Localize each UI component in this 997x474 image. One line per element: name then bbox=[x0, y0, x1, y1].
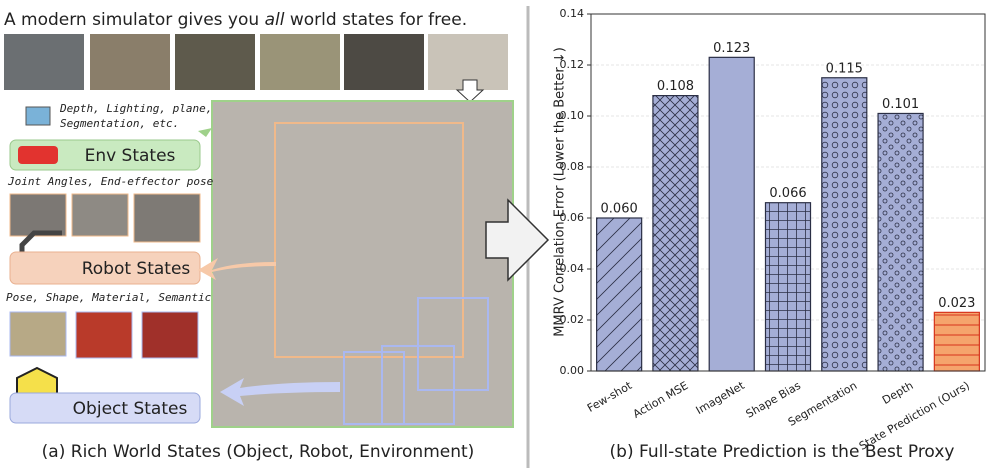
panel-title: A modern simulator gives you all world s… bbox=[4, 10, 467, 30]
bar-hatch bbox=[596, 218, 642, 371]
object-arrow bbox=[220, 378, 340, 406]
y-tick-label: 0.04 bbox=[560, 262, 585, 275]
x-tick-label: Few-shot bbox=[585, 379, 635, 415]
object-box bbox=[381, 345, 455, 425]
y-tick-label: 0.06 bbox=[560, 211, 585, 224]
y-tick-label: 0.08 bbox=[560, 160, 585, 173]
y-tick-label: 0.12 bbox=[560, 58, 585, 71]
y-tick-label: 0.02 bbox=[560, 313, 585, 326]
object-crop bbox=[141, 311, 199, 359]
object-crop bbox=[9, 311, 67, 357]
sofa-icon bbox=[18, 146, 58, 164]
y-tick-label: 0.14 bbox=[560, 7, 585, 20]
object-box bbox=[343, 351, 405, 425]
env-arrow bbox=[198, 128, 212, 137]
y-tick-label: 0.10 bbox=[560, 109, 585, 122]
bar bbox=[708, 56, 755, 372]
x-tick-label: ImageNet bbox=[694, 379, 748, 417]
value-label: 0.066 bbox=[769, 186, 806, 201]
robot-label: Robot States bbox=[82, 259, 191, 279]
value-label: 0.101 bbox=[882, 97, 919, 112]
object-states-box bbox=[9, 392, 201, 424]
down-arrow bbox=[455, 79, 485, 103]
object-label: Object States bbox=[73, 399, 188, 419]
plot-frame bbox=[590, 13, 986, 372]
y-tick-label: 0.00 bbox=[560, 364, 585, 377]
robot-note: Joint Angles, End-effector pose bbox=[7, 175, 214, 188]
big-arrow bbox=[485, 198, 550, 282]
photo-strip bbox=[4, 34, 508, 90]
value-label: 0.123 bbox=[713, 41, 750, 56]
robot-states-box bbox=[9, 251, 201, 285]
chart-caption: (b) Full-state Prediction is the Best Pr… bbox=[610, 442, 955, 462]
bar-hatch bbox=[878, 113, 924, 371]
x-tick-label: Depth bbox=[880, 379, 916, 407]
robot-box bbox=[274, 122, 464, 358]
env-states-box bbox=[9, 139, 201, 171]
env-note: Segmentation, etc. bbox=[60, 117, 179, 130]
object-note: Pose, Shape, Material, Semantic bbox=[6, 291, 212, 304]
robot-crop bbox=[71, 193, 129, 237]
value-label: 0.115 bbox=[826, 61, 863, 76]
env-icon bbox=[25, 106, 51, 126]
y-axis-label: MMRV Correlation Error (Lower the Better… bbox=[553, 47, 568, 337]
left-caption: (a) Rich World States (Object, Robot, En… bbox=[42, 442, 475, 462]
bar-hatch bbox=[821, 77, 867, 371]
value-label: 0.060 bbox=[601, 202, 638, 217]
bar-hatch bbox=[765, 202, 811, 371]
chart: MMRV Correlation Error (Lower the Better… bbox=[553, 7, 986, 462]
robot-arrow bbox=[198, 258, 276, 280]
env-label: Env States bbox=[85, 146, 176, 166]
bar-hatch bbox=[934, 312, 980, 371]
env-note: Depth, Lighting, plane, bbox=[59, 102, 212, 115]
object-crop bbox=[75, 311, 133, 359]
value-label: 0.023 bbox=[938, 296, 975, 311]
robot-crop bbox=[9, 193, 67, 237]
value-label: 0.108 bbox=[657, 79, 694, 94]
robot-crop bbox=[133, 193, 201, 243]
x-tick-label: Action MSE bbox=[631, 379, 691, 421]
bar-hatch bbox=[652, 95, 698, 371]
